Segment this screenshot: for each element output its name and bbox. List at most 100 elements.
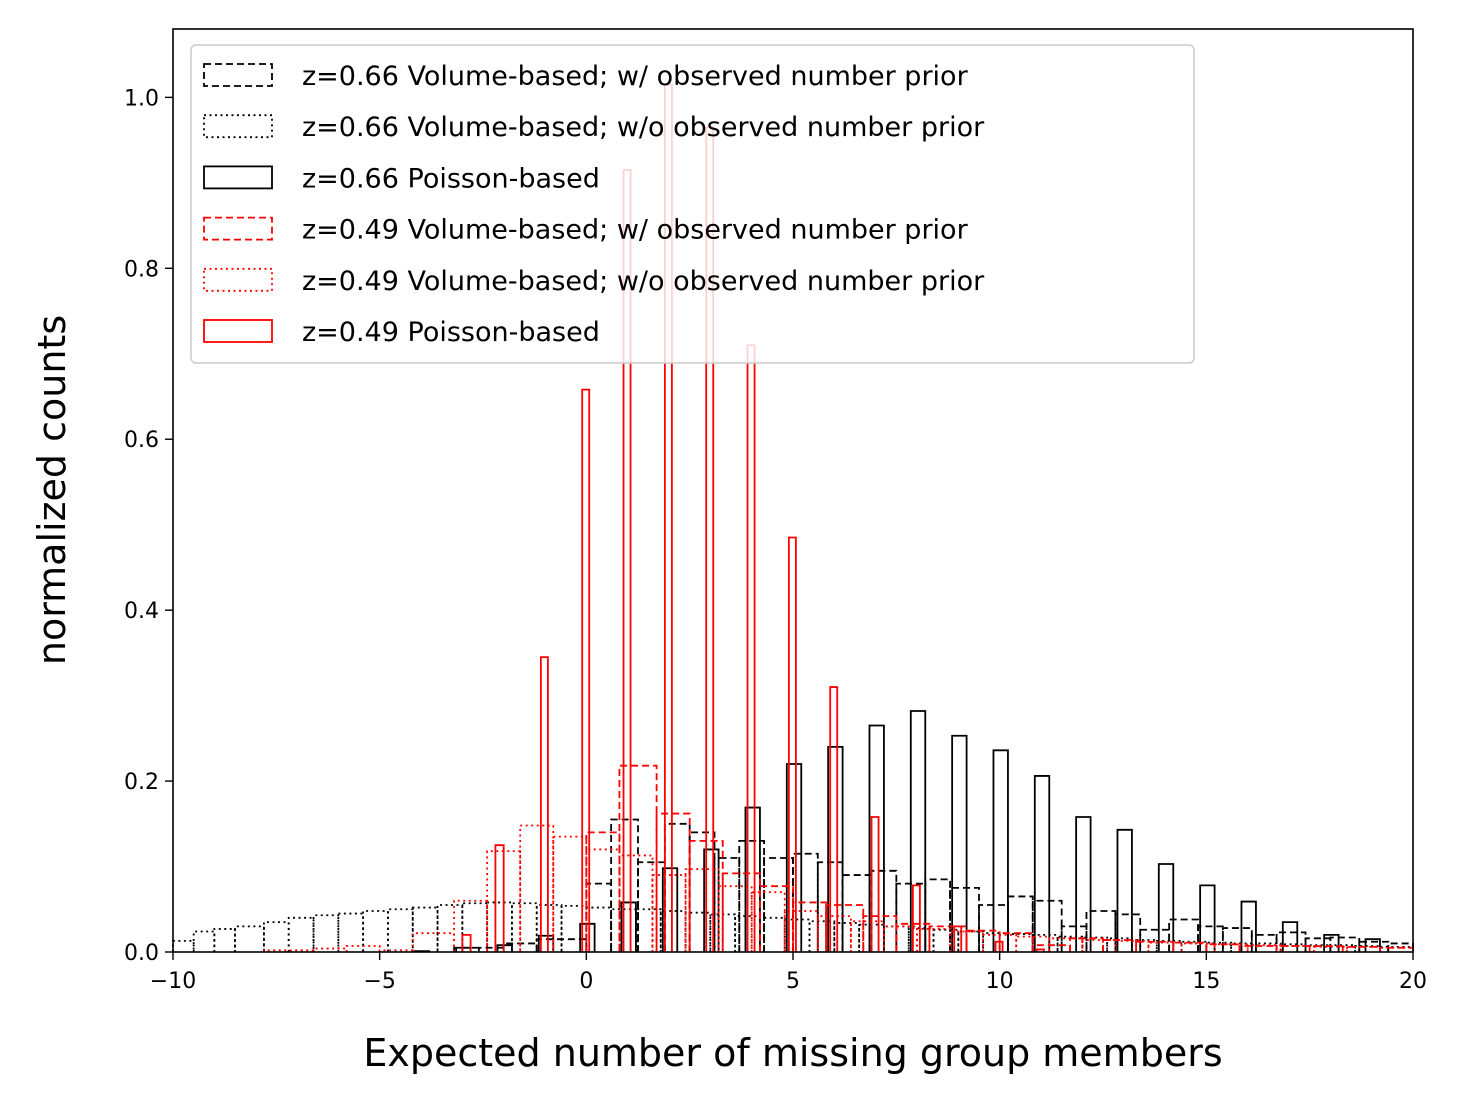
series-3-bar-5 <box>759 885 794 952</box>
series-3-bar-6 <box>792 901 827 952</box>
legend-label-3: z=0.49 Volume-based; w/ observed number … <box>302 215 969 246</box>
series-3-bar-11 <box>965 929 1001 952</box>
series-0-bar-18 <box>949 887 980 952</box>
series-4-bar-21 <box>982 934 1018 952</box>
series-3-bar-10 <box>928 925 968 952</box>
series-4-bar-27 <box>1180 942 1216 952</box>
series-4-bar-29 <box>1246 944 1282 952</box>
legend-swatch-1 <box>203 114 273 139</box>
series-2-bar-12 <box>909 710 927 952</box>
legend-label-4: z=0.49 Volume-based; w/o observed number… <box>302 266 985 297</box>
legend: z=0.66 Volume-based; w/ observed number … <box>190 44 1195 364</box>
series-5-bar-12 <box>953 925 963 952</box>
y-tick-label: 0.0 <box>124 941 159 966</box>
series-5-bar-1 <box>494 844 505 952</box>
x-tick-label: 10 <box>986 969 1014 994</box>
series-4-bar-22 <box>1015 935 1051 952</box>
series-1-bar-9 <box>387 908 414 952</box>
series-3-bar-15 <box>1102 939 1137 952</box>
series-5-bar-13 <box>994 940 1004 952</box>
series-0-bar-27 <box>1197 925 1224 952</box>
series-3-bar-16 <box>1135 940 1175 952</box>
series-1-bar-5 <box>287 916 315 952</box>
x-tick-label: 0 <box>579 969 593 994</box>
series-1-bar-32 <box>957 930 985 952</box>
series-4-bar-30 <box>1279 945 1315 952</box>
series-2-bar-2 <box>496 944 513 952</box>
legend-label-5: z=0.49 Poisson-based <box>302 317 600 348</box>
series-0-bar-24 <box>1114 913 1142 952</box>
x-tick-label: 5 <box>786 969 800 994</box>
series-2-bar-21 <box>1281 921 1299 952</box>
series-5-bar-3 <box>581 388 591 952</box>
series-4-bar-14 <box>750 891 786 952</box>
x-axis-ticks: −10 −5 0 5 10 15 20 <box>150 952 1427 994</box>
series-2-bar-13 <box>951 734 968 952</box>
series-2-bar-20 <box>1240 900 1257 952</box>
series-2-bar-9 <box>785 763 803 952</box>
x-tick-label: −10 <box>150 969 196 994</box>
series-2-bar-3 <box>537 934 555 952</box>
legend-swatch-4 <box>203 267 273 292</box>
series-3-bar-14 <box>1069 937 1104 952</box>
series-5-bar-14 <box>1035 948 1045 952</box>
series-2-bar-22 <box>1323 934 1340 952</box>
series-4-bar-5 <box>453 899 489 952</box>
series-0-bar-28 <box>1221 927 1253 952</box>
series-4-bar-2 <box>345 945 381 952</box>
series-5-bar-11 <box>911 884 921 952</box>
y-tick-label: 1.0 <box>124 86 159 111</box>
series-1-bar-25 <box>783 918 811 952</box>
series-2-bar-11 <box>868 724 885 952</box>
y-axis-ticks: 0.0 0.2 0.4 0.6 0.8 1.0 <box>124 86 173 966</box>
series-layer <box>172 83 1414 953</box>
legend-swatch-0 <box>203 63 273 87</box>
series-1-bar-40 <box>1155 939 1183 952</box>
series-0-bar-30 <box>1275 931 1307 952</box>
legend-box <box>190 44 1195 364</box>
series-2-bar-16 <box>1075 816 1092 952</box>
series-2-bar-14 <box>992 749 1009 952</box>
series-1-bar-21 <box>684 911 712 952</box>
series-1-bar-31 <box>932 928 960 952</box>
series-4-bar-9 <box>585 848 621 952</box>
series-5-bar-10 <box>870 816 880 952</box>
series-2-bar-10 <box>827 745 844 952</box>
series-4-bar-7 <box>519 824 555 952</box>
series-0-bar-22 <box>1060 925 1088 952</box>
legend-label-1: z=0.66 Volume-based; w/o observed number… <box>302 112 985 143</box>
series-3-bar-12 <box>998 932 1034 952</box>
series-4-bar-10 <box>618 854 654 952</box>
series-3-bar-8 <box>862 915 898 952</box>
series-4-bar-4 <box>411 932 455 952</box>
series-1-bar-19 <box>635 908 662 952</box>
y-tick-label: 0.8 <box>124 257 159 282</box>
y-axis-title: normalized counts <box>30 315 74 665</box>
series-1-bar-13 <box>486 901 513 952</box>
x-tick-label: −5 <box>363 969 395 994</box>
legend-swatch-3 <box>203 216 273 241</box>
legend-label-0: z=0.66 Volume-based; w/ observed number … <box>302 61 969 92</box>
series-1-bar-12 <box>461 902 489 952</box>
series-2-bar-15 <box>1033 775 1051 952</box>
legend-swatch-5 <box>203 319 273 343</box>
series-0-bar-23 <box>1085 910 1117 952</box>
series-1-bar-42 <box>1205 941 1233 952</box>
series-0-bar-6 <box>637 861 666 952</box>
series-3-bar-1 <box>618 764 658 952</box>
series-1-bar-10 <box>411 906 439 952</box>
x-tick-label: 20 <box>1399 969 1427 994</box>
x-tick-label: 15 <box>1192 969 1220 994</box>
y-tick-label: 0.6 <box>124 428 159 453</box>
series-0-bar-32 <box>1329 936 1361 952</box>
series-2-bar-17 <box>1116 828 1133 952</box>
y-tick-label: 0.4 <box>124 599 159 624</box>
series-4-bar-16 <box>816 915 852 952</box>
series-4-bar-28 <box>1213 943 1249 952</box>
series-3-bar-2 <box>655 812 691 952</box>
series-1-bar-14 <box>511 902 538 952</box>
series-5-bar-9 <box>829 686 839 952</box>
series-4-bar-12 <box>684 868 720 952</box>
series-5-bar-2 <box>539 656 549 952</box>
